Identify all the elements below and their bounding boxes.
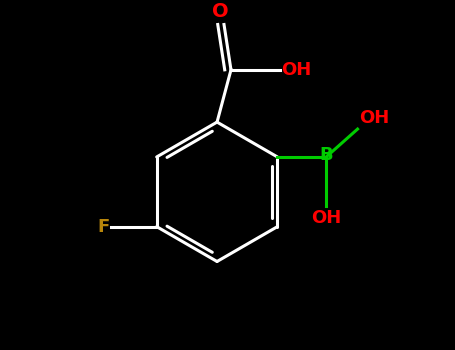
Text: OH: OH xyxy=(311,209,341,227)
Text: OH: OH xyxy=(359,109,389,127)
Text: F: F xyxy=(97,218,110,236)
Text: OH: OH xyxy=(282,61,312,79)
Text: O: O xyxy=(212,2,229,21)
Text: B: B xyxy=(319,146,333,164)
